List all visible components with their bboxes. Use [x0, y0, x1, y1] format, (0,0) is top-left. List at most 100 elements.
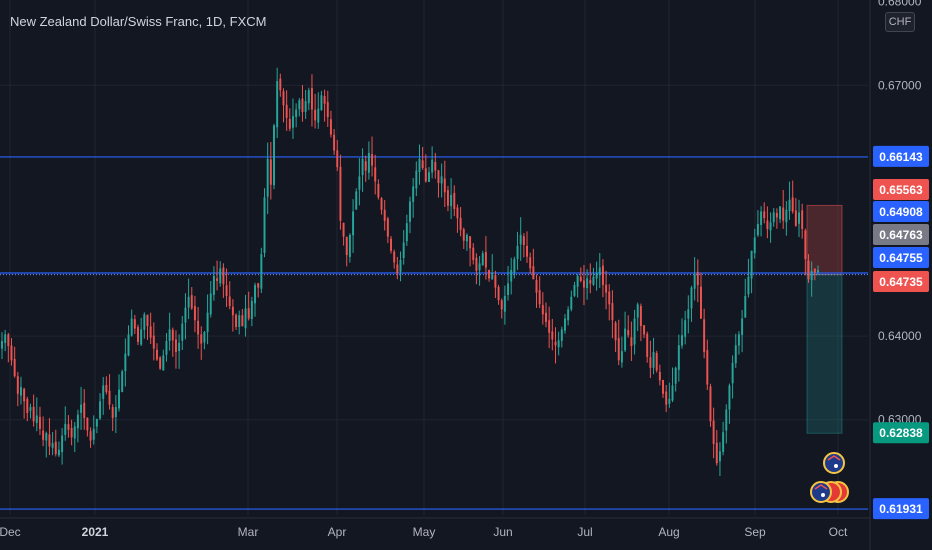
candle-body[interactable]	[285, 104, 288, 118]
candle-body[interactable]	[462, 229, 465, 241]
candle-body[interactable]	[750, 250, 753, 279]
candle-body[interactable]	[137, 327, 139, 342]
candle-body[interactable]	[393, 251, 396, 263]
candle-body[interactable]	[548, 320, 551, 333]
candle-body[interactable]	[105, 384, 108, 393]
candle-body[interactable]	[627, 330, 630, 336]
candle-body[interactable]	[535, 280, 538, 293]
candle-body[interactable]	[121, 371, 124, 392]
candle-body[interactable]	[168, 329, 171, 341]
candle-body[interactable]	[118, 389, 121, 409]
candle-body[interactable]	[782, 207, 785, 221]
candle-body[interactable]	[617, 337, 620, 361]
candle-body[interactable]	[102, 385, 105, 399]
candle-body[interactable]	[108, 390, 111, 405]
candle-body[interactable]	[769, 222, 772, 231]
candle-body[interactable]	[693, 274, 696, 289]
candle-body[interactable]	[95, 418, 98, 427]
candle-body[interactable]	[674, 367, 677, 384]
candle-body[interactable]	[614, 322, 617, 341]
candle-body[interactable]	[734, 345, 737, 364]
candle-body[interactable]	[99, 401, 102, 419]
candle-body[interactable]	[545, 312, 547, 322]
candle-body[interactable]	[611, 303, 614, 321]
candle-body[interactable]	[785, 209, 788, 223]
candle-body[interactable]	[668, 398, 671, 404]
price-label[interactable]: 0.64755	[873, 247, 929, 268]
candle-body[interactable]	[216, 278, 219, 281]
candle-body[interactable]	[250, 300, 253, 320]
candle-body[interactable]	[23, 388, 26, 402]
candle-body[interactable]	[592, 276, 595, 285]
candle-body[interactable]	[326, 102, 329, 118]
candle-body[interactable]	[212, 275, 215, 295]
candle-body[interactable]	[639, 306, 642, 327]
candle-body[interactable]	[519, 234, 522, 245]
candle-body[interactable]	[586, 278, 589, 289]
candle-body[interactable]	[633, 318, 636, 345]
candle-body[interactable]	[681, 335, 683, 346]
candle-body[interactable]	[766, 220, 769, 230]
candle-body[interactable]	[813, 268, 816, 273]
candle-body[interactable]	[703, 319, 706, 352]
candlestick-series[interactable]	[1, 67, 819, 477]
candle-body[interactable]	[83, 402, 86, 419]
candle-body[interactable]	[687, 309, 690, 319]
candle-body[interactable]	[301, 98, 304, 113]
candle-body[interactable]	[57, 449, 60, 456]
candle-body[interactable]	[358, 176, 361, 190]
candle-body[interactable]	[772, 212, 775, 223]
candle-body[interactable]	[380, 198, 383, 210]
candle-body[interactable]	[339, 166, 342, 221]
horizontal-levels[interactable]	[0, 156, 868, 510]
candle-body[interactable]	[336, 150, 339, 168]
candle-body[interactable]	[345, 236, 348, 255]
candle-body[interactable]	[174, 339, 177, 352]
candle-body[interactable]	[377, 183, 380, 198]
price-axis[interactable]: 0.670000.640000.630000.680000.620000.661…	[869, 0, 929, 550]
candle-body[interactable]	[478, 263, 481, 271]
candle-body[interactable]	[817, 270, 819, 273]
candle-body[interactable]	[209, 293, 212, 315]
candle-body[interactable]	[598, 267, 601, 275]
candle-body[interactable]	[662, 379, 665, 394]
candle-body[interactable]	[51, 443, 54, 448]
candle-body[interactable]	[355, 191, 358, 210]
candle-body[interactable]	[333, 134, 336, 151]
candle-body[interactable]	[557, 340, 560, 348]
candle-body[interactable]	[503, 295, 506, 312]
candle-body[interactable]	[165, 341, 168, 355]
candle-body[interactable]	[690, 287, 693, 309]
candle-body[interactable]	[29, 407, 32, 411]
event-markers[interactable]	[810, 452, 849, 503]
candle-body[interactable]	[241, 315, 244, 327]
candle-body[interactable]	[646, 333, 649, 357]
candle-body[interactable]	[203, 331, 206, 343]
candle-body[interactable]	[807, 260, 810, 280]
candle-body[interactable]	[133, 319, 136, 329]
candle-body[interactable]	[371, 154, 374, 166]
candle-body[interactable]	[437, 170, 440, 184]
candle-body[interactable]	[488, 270, 491, 279]
candle-body[interactable]	[143, 314, 146, 330]
candle-body[interactable]	[744, 295, 747, 318]
candle-body[interactable]	[7, 334, 10, 347]
candle-body[interactable]	[453, 192, 456, 210]
candle-body[interactable]	[563, 318, 566, 331]
price-label[interactable]: 0.61931	[873, 498, 929, 520]
candle-body[interactable]	[684, 320, 687, 337]
candle-body[interactable]	[76, 414, 79, 429]
candle-body[interactable]	[643, 325, 646, 335]
candle-body[interactable]	[193, 306, 196, 321]
time-axis[interactable]: Dec 2021 Mar Apr May Jun Jul Aug Sep Oct	[0, 517, 870, 539]
candle-body[interactable]	[696, 271, 699, 286]
candle-body[interactable]	[390, 238, 393, 251]
candle-body[interactable]	[665, 391, 668, 405]
candle-body[interactable]	[19, 387, 22, 396]
candle-body[interactable]	[307, 90, 310, 104]
candle-body[interactable]	[70, 428, 73, 438]
candle-body[interactable]	[760, 211, 763, 225]
candle-body[interactable]	[178, 342, 181, 352]
candle-body[interactable]	[595, 273, 598, 279]
candle-body[interactable]	[184, 307, 187, 323]
